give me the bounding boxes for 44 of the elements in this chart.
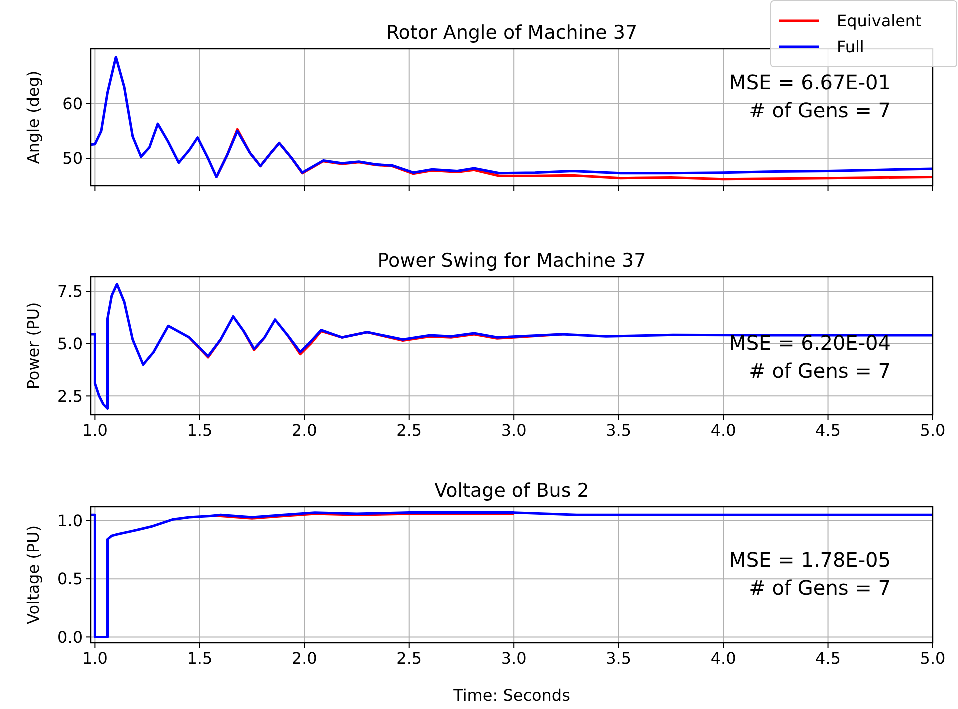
x-tick-label: 3.5 <box>606 421 632 440</box>
y-tick-label: 1.0 <box>58 512 83 531</box>
y-tick-label: 50 <box>62 149 83 168</box>
x-axis-title: Time: Seconds <box>452 686 570 705</box>
annotation: # of Gens = 7 <box>749 98 891 122</box>
y-tick-label: 2.5 <box>58 386 83 406</box>
x-tick-label: 3.5 <box>606 649 632 668</box>
chart-title: Voltage of Bus 2 <box>434 480 590 502</box>
x-tick-label: 2.0 <box>292 649 318 668</box>
annotation: MSE = 6.20E-04 <box>729 331 891 355</box>
y-axis-title: Voltage (PU) <box>24 526 43 624</box>
line-series <box>91 512 933 638</box>
x-tick-label: 1.5 <box>187 649 213 668</box>
x-tick-label: 1.5 <box>187 421 213 440</box>
x-tick-label: 4.5 <box>816 649 841 668</box>
legend-label: Equivalent <box>837 12 922 31</box>
y-tick-label: 5.0 <box>58 334 83 354</box>
y-axis-title: Power (PU) <box>24 302 43 390</box>
legend-label: Full <box>837 38 864 57</box>
line-series <box>91 283 933 410</box>
x-tick-label: 2.0 <box>292 421 318 440</box>
annotation: MSE = 6.67E-01 <box>729 70 891 94</box>
x-tick-label: 5.0 <box>920 421 946 440</box>
y-axis-title: Angle (deg) <box>24 70 43 164</box>
y-tick-label: 0.0 <box>58 628 83 647</box>
y-tick-label: 7.5 <box>58 282 83 302</box>
x-tick-label: 2.5 <box>396 649 422 668</box>
x-tick-label: 3.0 <box>501 421 527 440</box>
x-tick-label: 4.0 <box>710 649 736 668</box>
chart-title: Power Swing for Machine 37 <box>378 250 646 272</box>
x-tick-label: 1.0 <box>82 649 108 668</box>
annotation: # of Gens = 7 <box>749 576 891 600</box>
x-tick-label: 3.0 <box>501 649 527 668</box>
y-tick-label: 0.5 <box>58 570 83 589</box>
annotation: MSE = 1.78E-05 <box>729 548 891 572</box>
x-tick-label: 4.5 <box>816 421 841 440</box>
x-tick-label: 2.5 <box>396 421 422 440</box>
chart-title: Rotor Angle of Machine 37 <box>386 22 638 44</box>
annotation: # of Gens = 7 <box>749 359 891 383</box>
x-tick-label: 5.0 <box>920 649 946 668</box>
y-tick-label: 60 <box>62 94 83 114</box>
x-tick-label: 4.0 <box>710 421 736 440</box>
x-tick-label: 1.0 <box>82 421 108 440</box>
line-series <box>91 56 933 178</box>
